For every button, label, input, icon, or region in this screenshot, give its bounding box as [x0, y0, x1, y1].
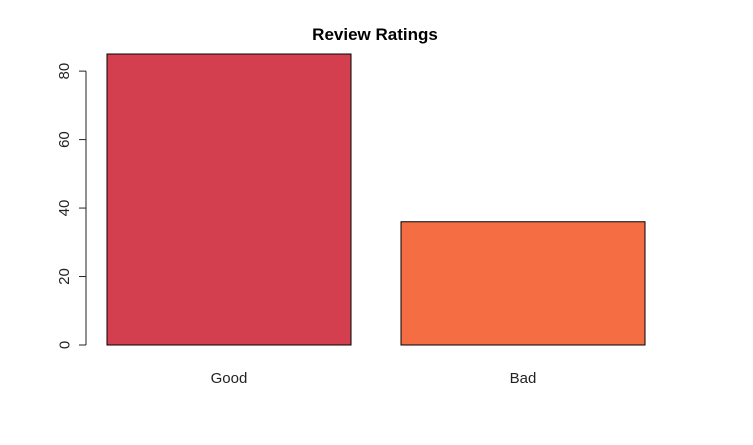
bar-bad: [400, 221, 646, 346]
x-category-label: Bad: [510, 370, 537, 387]
y-axis-ticks: 0 20 40 60 80: [56, 63, 86, 349]
y-tick-label: 40: [56, 200, 73, 217]
y-tick-label: 0: [56, 341, 73, 349]
chart-title: Review Ratings: [312, 25, 438, 44]
x-category-label: Good: [211, 370, 248, 387]
y-tick-label: 80: [56, 63, 73, 80]
y-tick-label: 20: [56, 268, 73, 285]
bars-group: [106, 53, 646, 346]
bar-good: [106, 53, 352, 346]
x-axis-labels: Good Bad: [211, 370, 537, 387]
y-tick-label: 60: [56, 131, 73, 148]
